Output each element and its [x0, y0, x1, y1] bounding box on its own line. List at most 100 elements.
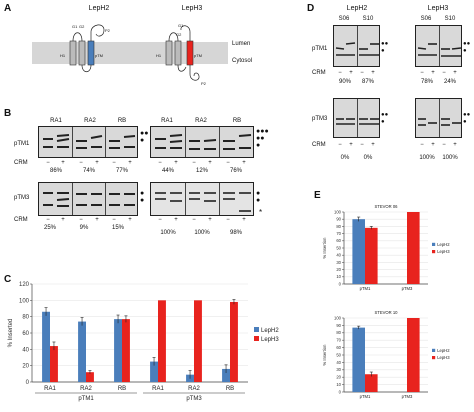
bar-leph3-3 [158, 300, 166, 382]
d-ptm1-minus-3: − [420, 70, 424, 76]
d-ptm1-minus-4: − [442, 70, 446, 76]
panel-e-chart-stevor06: STEVOR 06 0 10 20 30 40 50 60 70 80 90 100 % Inserti… [322, 204, 450, 291]
b-ptm1-plus-6: + [242, 160, 246, 166]
y-tick-label: 20 [336, 267, 341, 272]
d-ptm3-blot-leph3 [415, 98, 462, 138]
panel-e-chart-stevor10: STEVOR 10 0 10 20 30 40 50 60 70 80 90 100 % Inserti… [322, 310, 450, 399]
y-tick-label: 120 [19, 282, 30, 288]
b-ptm1-pct-2: 74% [82, 168, 96, 174]
membrane-diagram [32, 24, 228, 81]
d-ptm1-pct-4: 24% [443, 79, 457, 85]
x-tick-label: RB [226, 386, 234, 392]
b-ptm3-plus-6: + [242, 217, 246, 223]
b-ptm1-plus-4: + [174, 160, 178, 166]
group-label: pTM3 [186, 396, 202, 402]
b-ptm3-plus-1: + [61, 217, 65, 223]
d-ptm3-crm-label: CRM [312, 142, 326, 148]
b-ptm3-plus-5: + [208, 217, 212, 223]
d-ptm3-minus-2: − [360, 142, 364, 148]
x-tick-label: RA2 [80, 386, 92, 392]
d-ptm3-minus-4: − [442, 142, 446, 148]
b-ptm3-label: pTM3 [14, 195, 30, 201]
y-tick-label: 20 [336, 375, 341, 380]
b-ptm1-minus-2: − [79, 160, 83, 166]
y-tick-label: 70 [336, 231, 341, 236]
y-tick-label: 0 [26, 380, 30, 386]
y-tick-label: 60 [22, 331, 29, 337]
leph2-ptm [87, 40, 95, 66]
b-ptm3-crm-label: CRM [14, 217, 28, 223]
y-tick-label: 100 [19, 298, 30, 304]
y-tick-label: 70 [336, 338, 341, 343]
d-ptm1-plus-4: + [453, 70, 457, 76]
x-tick-label: RA2 [188, 386, 200, 392]
y-tick-label: 60 [336, 345, 341, 350]
y-tick-label: 0 [339, 389, 342, 394]
bar-leph3-0 [365, 227, 378, 284]
cytosol-label: Cytosol [232, 58, 253, 64]
d-col-s10-right: S10 [444, 16, 456, 22]
leph3-title: LepH3 [181, 5, 203, 12]
x-tick-label: pTM3 [402, 286, 413, 291]
d-ptm3-minus-1: − [338, 142, 342, 148]
group-label: pTM1 [78, 396, 94, 402]
b-ptm3-pct-4: 100% [160, 230, 176, 236]
d-leph2-title: LepH2 [346, 5, 368, 12]
b-ptm3-asterisk: * [259, 208, 263, 217]
y-tick-label: 10 [336, 274, 341, 279]
b-ptm3-pct-6: 98% [229, 230, 243, 236]
b-group-ra1-right: RA1 [161, 118, 173, 124]
leph3-h2 [174, 40, 182, 66]
legend-label-leph3: LepH3 [437, 249, 450, 254]
b-ptm3-minus-5: − [192, 217, 196, 223]
panel-label-b: B [4, 108, 12, 119]
b-ptm3-blot-leph3 [150, 182, 254, 216]
bar-leph3-1 [407, 318, 420, 392]
b-group-rb-right: RB [232, 118, 242, 124]
d-ptm1-minus-1: − [338, 70, 342, 76]
b-ptm3-pct-3: 15% [111, 225, 125, 231]
b-ptm3-blot-leph2 [38, 182, 138, 216]
b-group-ra2-right: RA2 [195, 118, 207, 124]
x-tick-label: RA1 [152, 386, 164, 392]
leph3-g2-label: G2 [176, 32, 182, 37]
b-ptm3-minus-3: − [112, 217, 116, 223]
d-col-s10-left: S10 [362, 16, 374, 22]
y-tick-label: 0 [339, 281, 342, 286]
panel-c-bar-chart: 0 20 40 60 80 100 120 % Inserted RA1 RA2 RB RA1 RA2 R… [8, 282, 279, 402]
b-ptm1-pct-4: 44% [161, 168, 175, 174]
leph3-p2-label: P2 [201, 81, 206, 86]
bar-leph3-0 [50, 346, 58, 382]
bar-leph3-5 [230, 301, 238, 382]
b-ptm1-pct-5: 12% [195, 168, 209, 174]
d-ptm3-plus-3: + [431, 142, 435, 148]
d-ptm1-label: pTM1 [312, 46, 328, 52]
leph3-g1-label: G1 [178, 23, 184, 28]
b-ptm3-minus-6: − [226, 217, 230, 223]
x-tick-label: RA1 [44, 386, 56, 392]
bar-leph2-0 [352, 327, 365, 392]
d-ptm3-pct-2: 0% [363, 155, 373, 161]
bar-leph3-4 [194, 300, 202, 382]
lumen-label: Lumen [232, 41, 251, 47]
bar-leph2-5 [222, 368, 230, 382]
d-ptm1-blot-leph3 [415, 25, 462, 67]
panel-label-c: C [4, 274, 12, 285]
panel-label-a: A [4, 3, 12, 14]
b-ptm1-minus-3: − [112, 160, 116, 166]
y-tick-label: 90 [336, 217, 341, 222]
y-tick-label: 100 [334, 315, 342, 320]
leph3-ptm-label: pTM [194, 53, 202, 58]
b-ptm1-blot-leph2 [38, 126, 138, 158]
d-ptm1-blot-leph2 [333, 25, 380, 67]
leph2-h1 [69, 40, 77, 66]
b-group-rb-left: RB [117, 118, 127, 124]
d-ptm3-plus-1: + [349, 142, 353, 148]
legend-label-leph2: LepH2 [437, 348, 450, 353]
y-axis-label: % Insertion [322, 237, 327, 259]
b-ptm3-leph3-marks: ● ● [256, 190, 261, 204]
b-ptm3-pct-2: 9% [79, 225, 89, 231]
y-tick-label: 100 [334, 209, 342, 214]
panel-d-blots: LepH2 LepH3 S06 S10 S06 S10 pTM1 ●● ● ●● ●… [300, 0, 474, 165]
bar-leph3-1 [86, 372, 94, 382]
